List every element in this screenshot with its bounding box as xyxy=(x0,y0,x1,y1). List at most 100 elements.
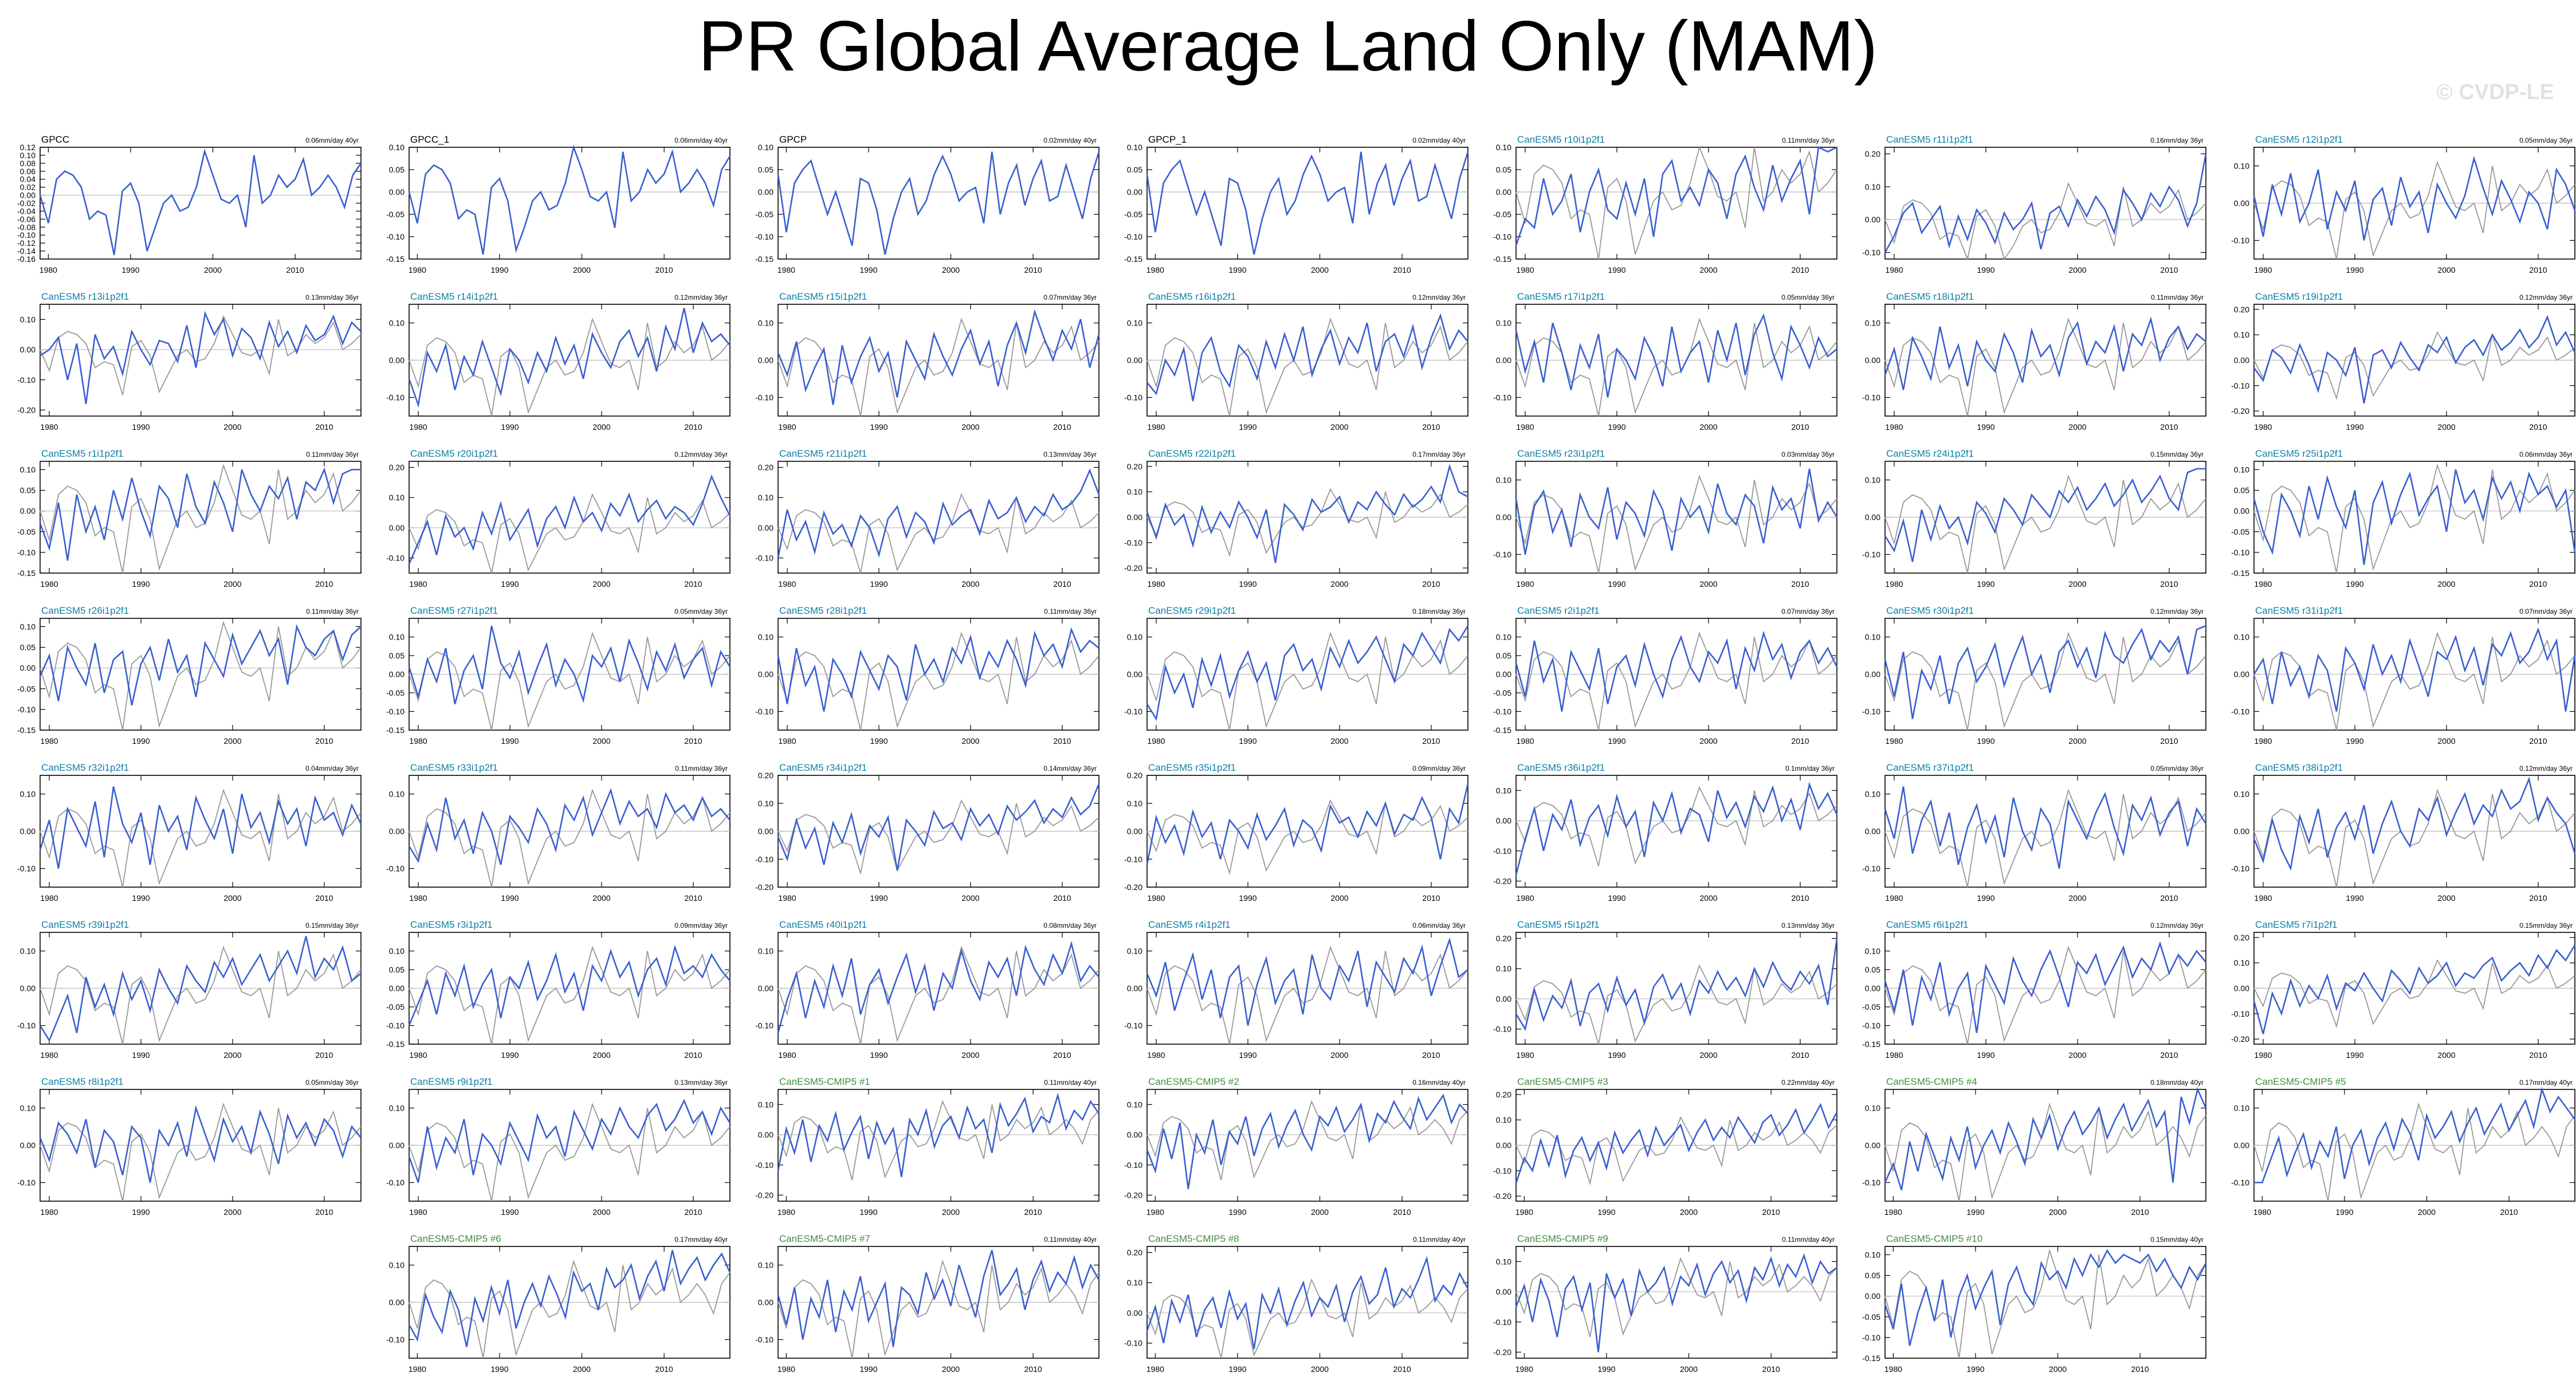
y-tick-label: 0.10 xyxy=(389,1261,405,1270)
panel: CanESM5 r31i1p2f1 0.07mm/day 36yr 0.10 0.00… xyxy=(2231,605,2576,746)
reference-line xyxy=(777,799,1099,876)
y-tick-label: -0.10 xyxy=(1124,1160,1142,1170)
x-tick-label: 1990 xyxy=(1239,422,1256,432)
x-tick-label: 1980 xyxy=(1516,579,1534,589)
trend-label: 0.05mm/day 36yr xyxy=(2150,764,2204,773)
y-tick-label: -0.10 xyxy=(2231,864,2249,873)
x-tick-label: 2010 xyxy=(2160,579,2178,589)
x-tick-label: 2000 xyxy=(1680,1364,1698,1374)
y-tick-label: -0.10 xyxy=(1862,393,1880,402)
y-tick-label: -0.10 xyxy=(755,1021,773,1030)
x-tick-label: 1990 xyxy=(1608,265,1625,275)
y-tick-label: -0.10 xyxy=(386,707,405,716)
y-tick-label: 0.20 xyxy=(1496,934,1511,943)
x-tick-label: 1980 xyxy=(409,893,427,903)
y-tick-label: -0.10 xyxy=(1124,393,1142,402)
x-tick-label: 2010 xyxy=(286,265,304,275)
reference-line xyxy=(2253,331,2575,401)
x-tick-label: 2000 xyxy=(1699,736,1717,746)
x-tick-label: 1980 xyxy=(777,265,795,275)
series-line xyxy=(1884,1249,2207,1346)
panel: CanESM5-CMIP5 #10 0.15mm/day 40yr 0.10 0.05… xyxy=(1862,1233,2207,1374)
panel-title: CanESM5 r17i1p2f1 xyxy=(1517,291,1605,302)
trend-label: 0.15mm/day 36yr xyxy=(305,922,359,930)
reference-line xyxy=(1146,488,1468,558)
x-tick-label: 2010 xyxy=(2131,1364,2149,1374)
y-tick-label: -0.10 xyxy=(755,554,773,563)
series-line xyxy=(39,467,361,561)
x-tick-label: 2000 xyxy=(592,579,610,589)
reference-line xyxy=(777,1259,1099,1359)
plot-frame xyxy=(777,147,1099,260)
x-tick-label: 2000 xyxy=(223,1207,241,1217)
x-tick-label: 2010 xyxy=(2529,893,2547,903)
x-tick-label: 2000 xyxy=(1680,1207,1698,1217)
y-tick-label: 0.10 xyxy=(1127,947,1142,956)
y-tick-label: 0.10 xyxy=(389,1104,405,1113)
y-tick-label: 0.10 xyxy=(389,143,405,152)
trend-label: 0.06mm/day 40yr xyxy=(305,136,359,144)
y-tick-label: -0.10 xyxy=(17,1021,36,1030)
x-tick-label: 2010 xyxy=(684,422,702,432)
x-tick-label: 2010 xyxy=(1053,736,1071,746)
y-tick-label: -0.10 xyxy=(1124,1021,1142,1030)
series-line xyxy=(408,944,731,1026)
x-tick-label: 2010 xyxy=(1762,1364,1780,1374)
x-tick-label: 2000 xyxy=(592,1207,610,1217)
reference-line xyxy=(409,1103,731,1202)
trend-label: 0.07mm/day 36yr xyxy=(1043,293,1097,301)
x-tick-label: 1980 xyxy=(2254,736,2272,746)
panel: CanESM5 r23i1p2f1 0.03mm/day 36yr 0.10 0.00… xyxy=(1493,448,1838,589)
panel: CanESM5-CMIP5 #3 0.22mm/day 40yr 0.20 0.10 0… xyxy=(1493,1076,1838,1217)
series-line xyxy=(777,468,1100,558)
series-line xyxy=(2253,627,2576,712)
panel: CanESM5 r10i1p2f1 0.11mm/day 36yr 0.10 0.05… xyxy=(1493,134,1837,275)
x-tick-label: 1990 xyxy=(859,1207,877,1217)
x-tick-label: 1990 xyxy=(1608,893,1625,903)
x-tick-label: 2000 xyxy=(961,736,979,746)
x-tick-label: 2000 xyxy=(223,893,241,903)
x-tick-label: 1990 xyxy=(1608,736,1625,746)
x-tick-label: 2000 xyxy=(1311,1207,1329,1217)
reference-line xyxy=(2253,1102,2575,1202)
x-tick-label: 1990 xyxy=(501,1207,519,1217)
panel-title: CanESM5 r6i1p2f1 xyxy=(1886,919,1969,930)
x-tick-label: 2000 xyxy=(1330,422,1348,432)
panel-title: CanESM5 r4i1p2f1 xyxy=(1148,919,1231,930)
reference-line xyxy=(1515,964,1837,1045)
y-tick-label: 0.00 xyxy=(2234,827,2249,836)
x-tick-label: 2000 xyxy=(223,736,241,746)
reference-line xyxy=(1146,946,1468,1045)
series-line xyxy=(777,1092,1100,1178)
y-tick-label: -0.05 xyxy=(1493,210,1511,219)
panel-title: CanESM5 r9i1p2f1 xyxy=(410,1076,493,1087)
y-tick-label: 0.00 xyxy=(758,1130,773,1139)
y-tick-label: 0.10 xyxy=(2234,1104,2249,1113)
panel: CanESM5 r17i1p2f1 0.05mm/day 36yr 0.10 0.00… xyxy=(1493,291,1837,432)
x-tick-label: 1980 xyxy=(1147,579,1165,589)
y-tick-label: -0.20 xyxy=(1124,1190,1142,1199)
y-tick-label: 0.10 xyxy=(758,493,773,502)
x-tick-label: 1980 xyxy=(2254,579,2272,589)
reference-line xyxy=(409,632,731,731)
panel: CanESM5 r38i1p2f1 0.12mm/day 36yr 0.10 0.00… xyxy=(2231,762,2576,903)
series-line xyxy=(1884,625,2206,719)
reference-line xyxy=(40,789,362,888)
trend-label: 0.1mm/day 36yr xyxy=(1785,764,1835,773)
x-tick-label: 2000 xyxy=(223,579,241,589)
x-tick-label: 1990 xyxy=(870,893,888,903)
panel-title: CanESM5 r32i1p2f1 xyxy=(41,762,129,773)
y-tick-label: -0.15 xyxy=(1493,726,1511,735)
y-tick-label: 0.05 xyxy=(2234,486,2249,495)
panel-title: CanESM5-CMIP5 #6 xyxy=(410,1233,501,1244)
y-tick-label: -0.04 xyxy=(17,206,36,215)
y-tick-label: -0.10 xyxy=(755,1335,773,1344)
plot-frame xyxy=(1146,1246,1468,1359)
trend-label: 0.15mm/day 40yr xyxy=(2150,1236,2204,1244)
y-tick-label: 0.00 xyxy=(389,523,405,532)
x-tick-label: 1990 xyxy=(1977,736,1994,746)
trend-label: 0.07mm/day 36yr xyxy=(1781,607,1835,615)
y-tick-label: 0.10 xyxy=(20,315,36,324)
y-tick-label: 0.00 xyxy=(1127,827,1142,836)
